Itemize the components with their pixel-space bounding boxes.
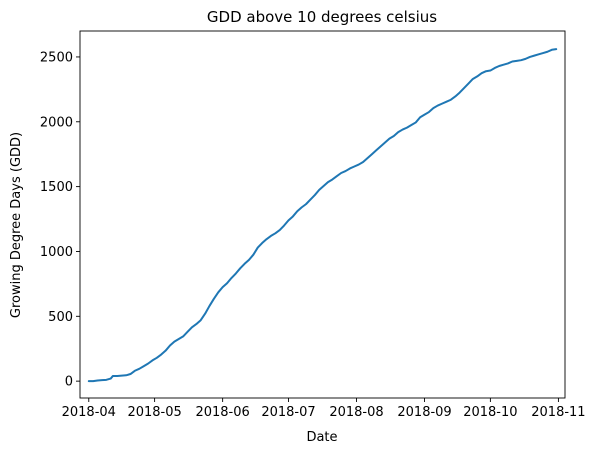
x-tick-label: 2018-07 [261,405,315,420]
x-tick-label: 2018-05 [127,405,181,420]
x-tick-label: 2018-08 [329,405,383,420]
x-tick-label: 2018-06 [195,405,249,420]
y-tick-label: 1500 [40,180,73,195]
x-tick-label: 2018-04 [62,405,116,420]
chart-title: GDD above 10 degrees celsius [207,8,437,26]
y-tick-label: 0 [65,375,73,390]
x-tick-label: 2018-10 [463,405,517,420]
y-tick-label: 500 [48,310,73,325]
y-axis-label: Growing Degree Days (GDD) [9,132,24,318]
axes-frame [79,30,566,399]
series-line-0 [87,48,558,383]
x-tick-label: 2018-11 [531,405,585,420]
y-tick-label: 2000 [40,115,73,130]
plot-area: 2018-04 2018-05 2018-06 2018-07 2018-08 2018-… [40,30,586,420]
y-tick-label: 1000 [40,245,73,260]
y-tick-label: 2500 [40,50,73,65]
x-tick-label: 2018-09 [397,405,451,420]
x-axis-label: Date [306,430,337,445]
